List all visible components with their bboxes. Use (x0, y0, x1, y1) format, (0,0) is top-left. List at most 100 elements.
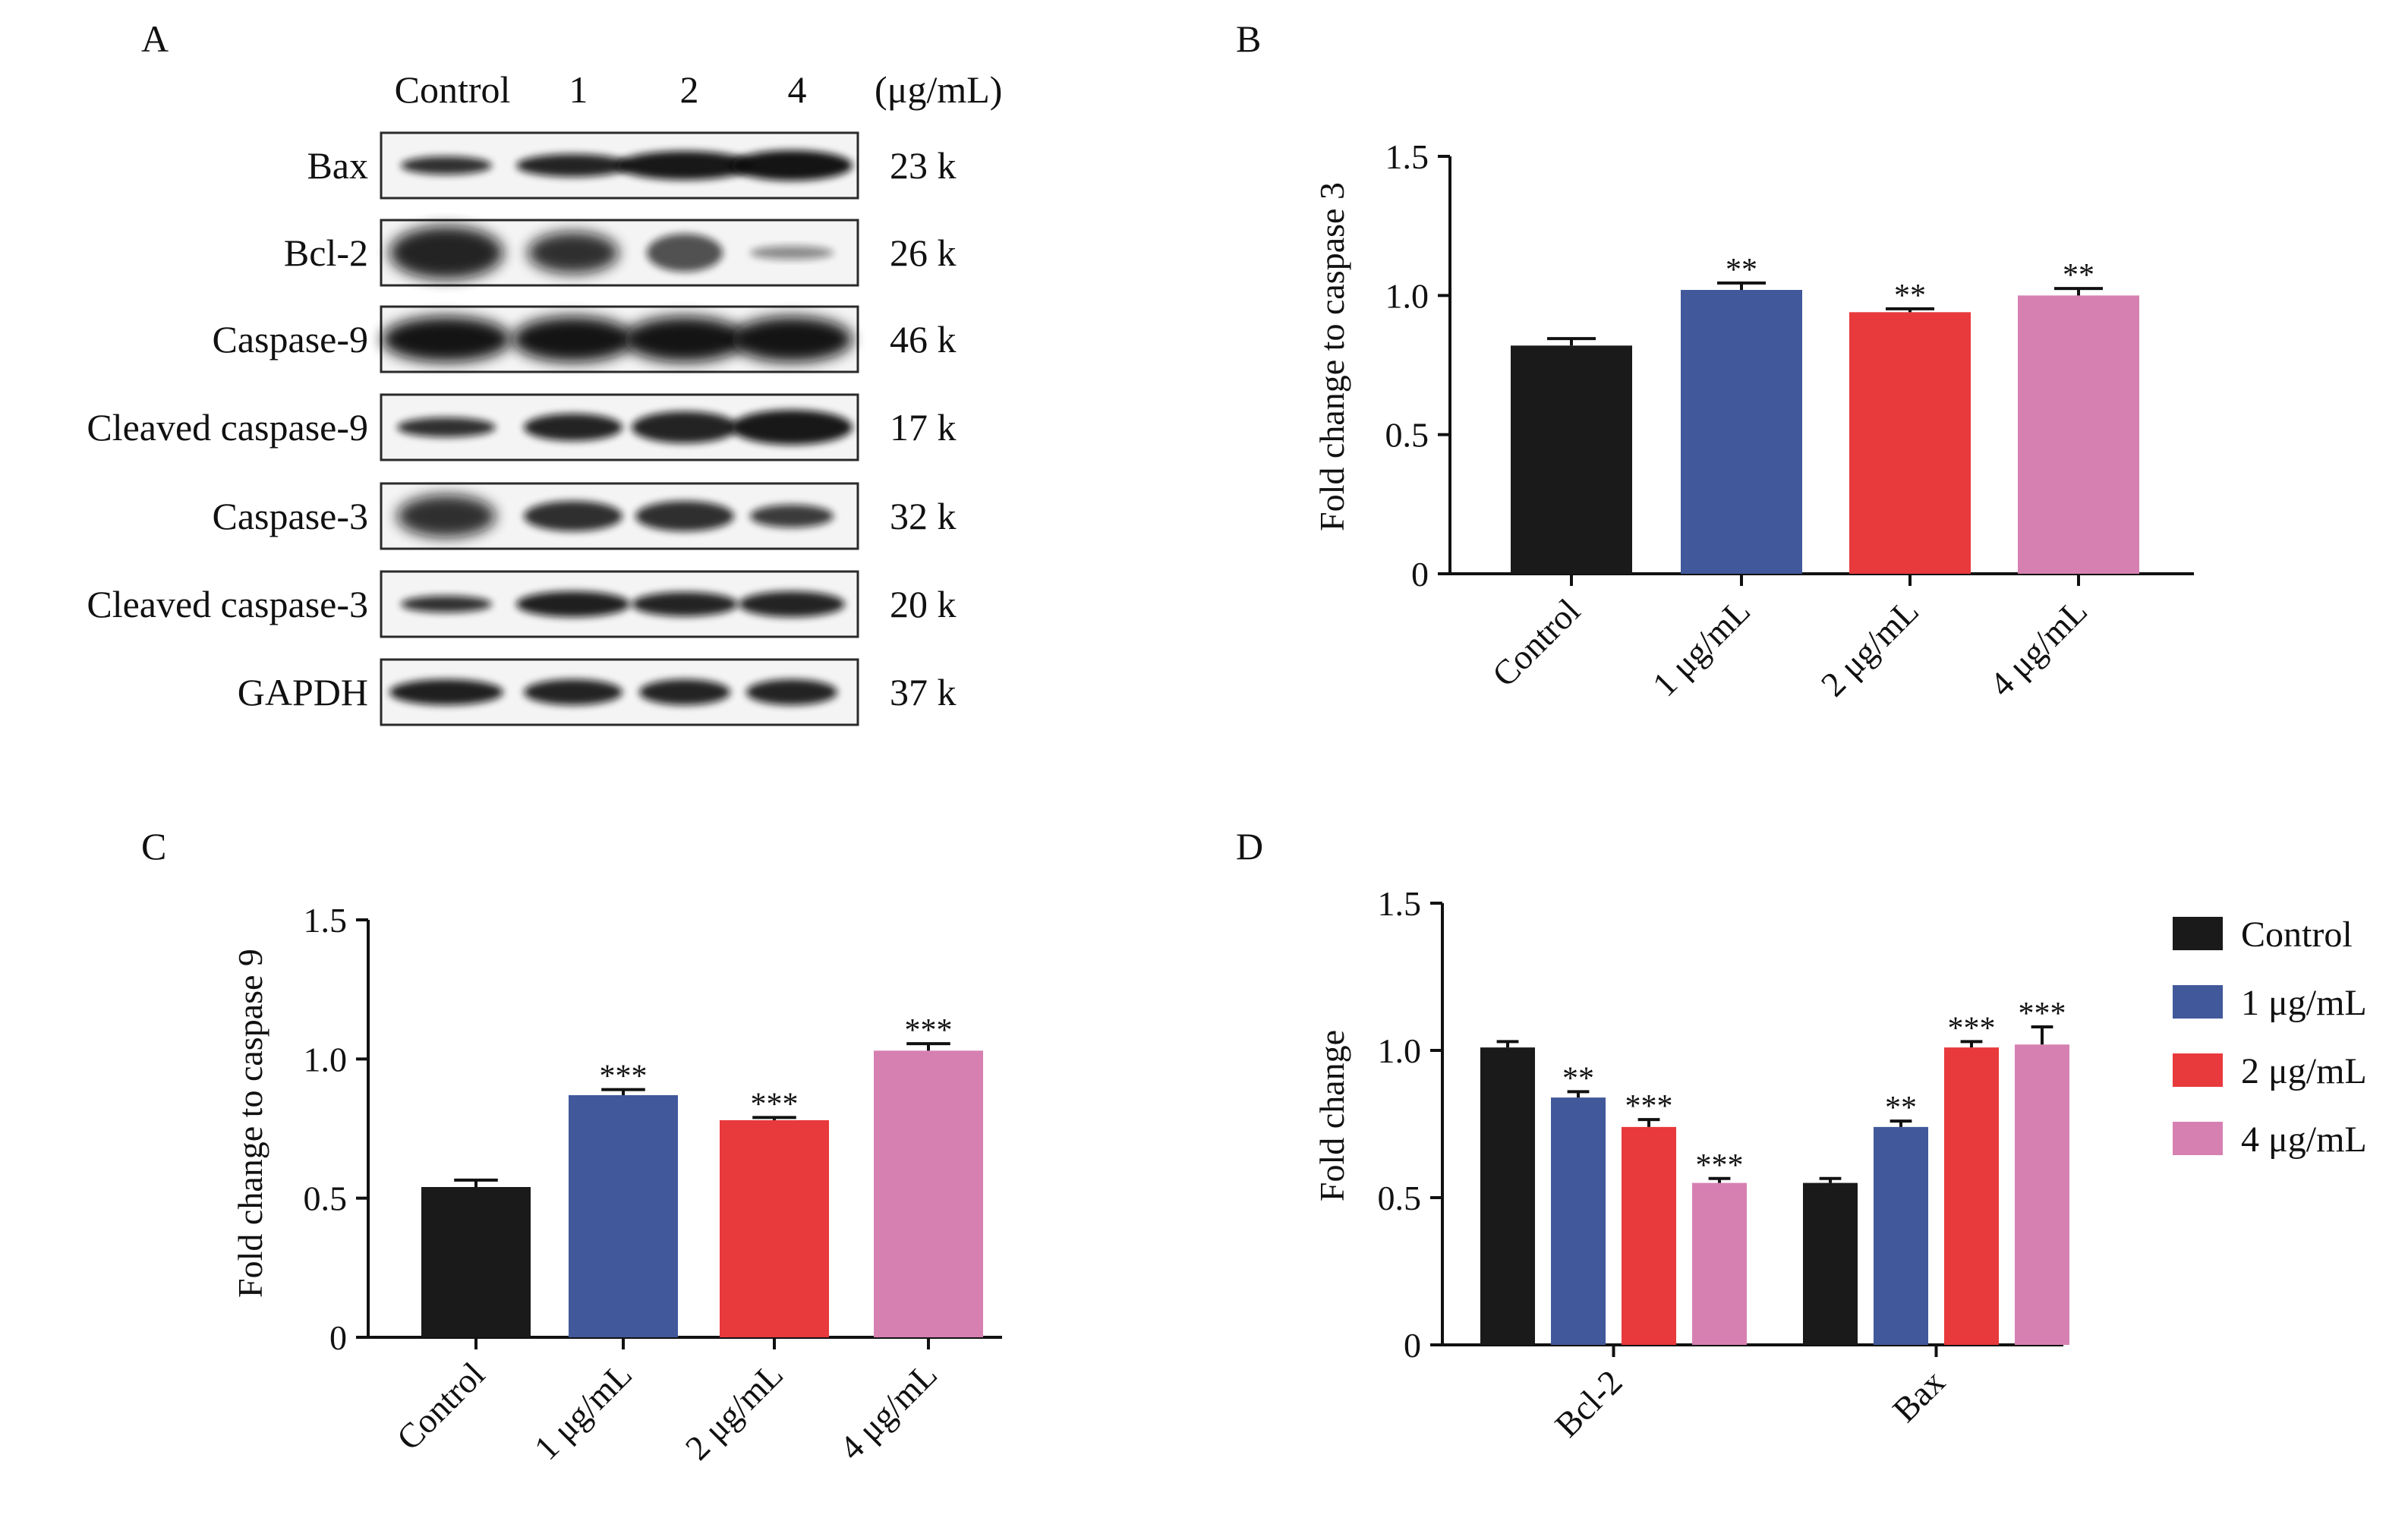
significance-label: *** (751, 1087, 799, 1122)
y-tick-label: 1.0 (1378, 1031, 1422, 1070)
protein-label: Caspase-3 (213, 495, 369, 537)
kda-label: 32 k (890, 495, 957, 537)
blot-band (389, 679, 503, 705)
bar (421, 1187, 531, 1337)
x-tick-label: 1 μg/mL (527, 1355, 639, 1467)
blot-band (397, 417, 496, 437)
blot-band (739, 591, 845, 617)
x-tick-label: 4 μg/mL (832, 1355, 944, 1467)
bar (720, 1120, 829, 1337)
blot-band (528, 231, 619, 274)
panel-label-a: A (141, 17, 169, 60)
panel-c-chart: Fold change to caspase 9 0 0.5 1.0 1.5 Contr… (231, 901, 1002, 1467)
bar (1480, 1047, 1535, 1345)
western-blot: Control 1 2 4 (μg/mL) Bax 23 k Bcl-2 26 k Ca… (87, 68, 1002, 726)
blot-band (750, 505, 834, 527)
bar (1692, 1182, 1747, 1345)
panel-b-y-axis-title: Fold change to caspase 3 (1313, 182, 1351, 531)
significance-label: ** (2063, 258, 2094, 293)
y-tick-label: 0.5 (1378, 1179, 1422, 1217)
kda-label: 26 k (890, 231, 957, 274)
bar (1511, 345, 1632, 574)
x-tick-label: 2 μg/mL (678, 1355, 790, 1467)
bar (1849, 312, 1971, 574)
legend-label-1: 1 μg/mL (2241, 983, 2367, 1023)
blot-band (616, 151, 753, 180)
sample-label-4: 4 (788, 68, 807, 111)
blot-band (401, 596, 492, 612)
blot-band (516, 591, 630, 617)
kda-label: 20 k (890, 583, 957, 625)
panel-b-chart: Fold change to caspase 3 0 0.5 1.0 1.5 Contr… (1313, 137, 2194, 704)
y-tick-label: 1.0 (1385, 276, 1429, 315)
significance-label: ** (1726, 253, 1757, 288)
blot-unit-label: (μg/mL) (875, 68, 1002, 111)
sample-label-1: 1 (569, 68, 588, 111)
kda-label: 37 k (890, 671, 957, 713)
blot-row: Bcl-2 26 k (284, 219, 957, 287)
legend-swatch-control (2173, 917, 2223, 950)
significance-label: *** (1696, 1148, 1744, 1183)
blot-row: Caspase-3 32 k (213, 482, 957, 550)
blot-band (639, 679, 730, 705)
bar (1803, 1182, 1858, 1345)
y-tick-label: 0.5 (304, 1179, 348, 1218)
blot-band (632, 592, 738, 616)
blot-band (647, 234, 723, 272)
blot-band (731, 316, 853, 362)
blot-row: Cleaved caspase-3 20 k (87, 570, 957, 638)
protein-label: GAPDH (238, 671, 368, 713)
panel-label-c: C (141, 825, 166, 867)
blot-band (516, 154, 630, 177)
legend-label-4: 4 μg/mL (2241, 1119, 2367, 1160)
panel-label-b: B (1236, 17, 1261, 60)
kda-label: 23 k (890, 144, 957, 187)
blot-band (750, 246, 834, 260)
legend-swatch-2 (2173, 1053, 2223, 1087)
blot-band (624, 316, 745, 362)
significance-label: ** (1885, 1091, 1917, 1126)
blot-band (382, 316, 511, 362)
x-tick-label: Bcl-2 (1547, 1362, 1629, 1444)
legend-label-2: 2 μg/mL (2241, 1051, 2367, 1091)
sample-label-2: 2 (680, 68, 699, 111)
protein-label: Caspase-9 (213, 318, 369, 361)
kda-label: 46 k (890, 318, 957, 361)
legend-swatch-1 (2173, 985, 2223, 1019)
bar (569, 1095, 678, 1337)
blot-band (632, 411, 738, 443)
blot-band (746, 679, 837, 705)
kda-label: 17 k (890, 406, 957, 449)
blot-band (635, 501, 734, 531)
blot-row: Bax 23 k (307, 131, 957, 200)
significance-label: *** (600, 1060, 648, 1094)
panel-label-d: D (1236, 825, 1263, 867)
x-tick-label: 4 μg/mL (1982, 591, 2094, 704)
y-tick-label: 1.5 (1385, 137, 1429, 176)
significance-label: *** (1625, 1089, 1673, 1124)
blot-band (524, 414, 622, 441)
y-tick-label: 0 (329, 1318, 347, 1357)
sample-label-control: Control (395, 68, 511, 111)
x-tick-label: Control (1485, 591, 1587, 694)
significance-label: *** (905, 1013, 953, 1048)
bar (1551, 1097, 1606, 1345)
protein-label: Cleaved caspase-3 (87, 583, 368, 625)
x-tick-label: 1 μg/mL (1645, 591, 1757, 704)
blot-band (731, 150, 853, 181)
legend-label-control: Control (2241, 915, 2353, 955)
significance-label: ** (1562, 1061, 1594, 1096)
y-tick-label: 1.0 (304, 1040, 348, 1078)
y-tick-label: 1.5 (1378, 884, 1422, 923)
panel-d-chart: Fold change 00.51.01.5********Bcl-2*****… (1313, 884, 2069, 1444)
y-tick-label: 0 (1411, 555, 1429, 594)
bar (2018, 295, 2139, 574)
x-tick-label: Bax (1885, 1362, 1952, 1429)
blot-row: GAPDH 37 k (238, 658, 957, 726)
x-tick-label: 2 μg/mL (1814, 591, 1926, 704)
blot-band (731, 410, 853, 445)
y-tick-label: 1.5 (304, 901, 348, 940)
panel-d-y-axis-title: Fold change (1313, 1030, 1351, 1201)
y-tick-label: 0 (1404, 1326, 1421, 1365)
y-tick-label: 0.5 (1385, 416, 1429, 455)
